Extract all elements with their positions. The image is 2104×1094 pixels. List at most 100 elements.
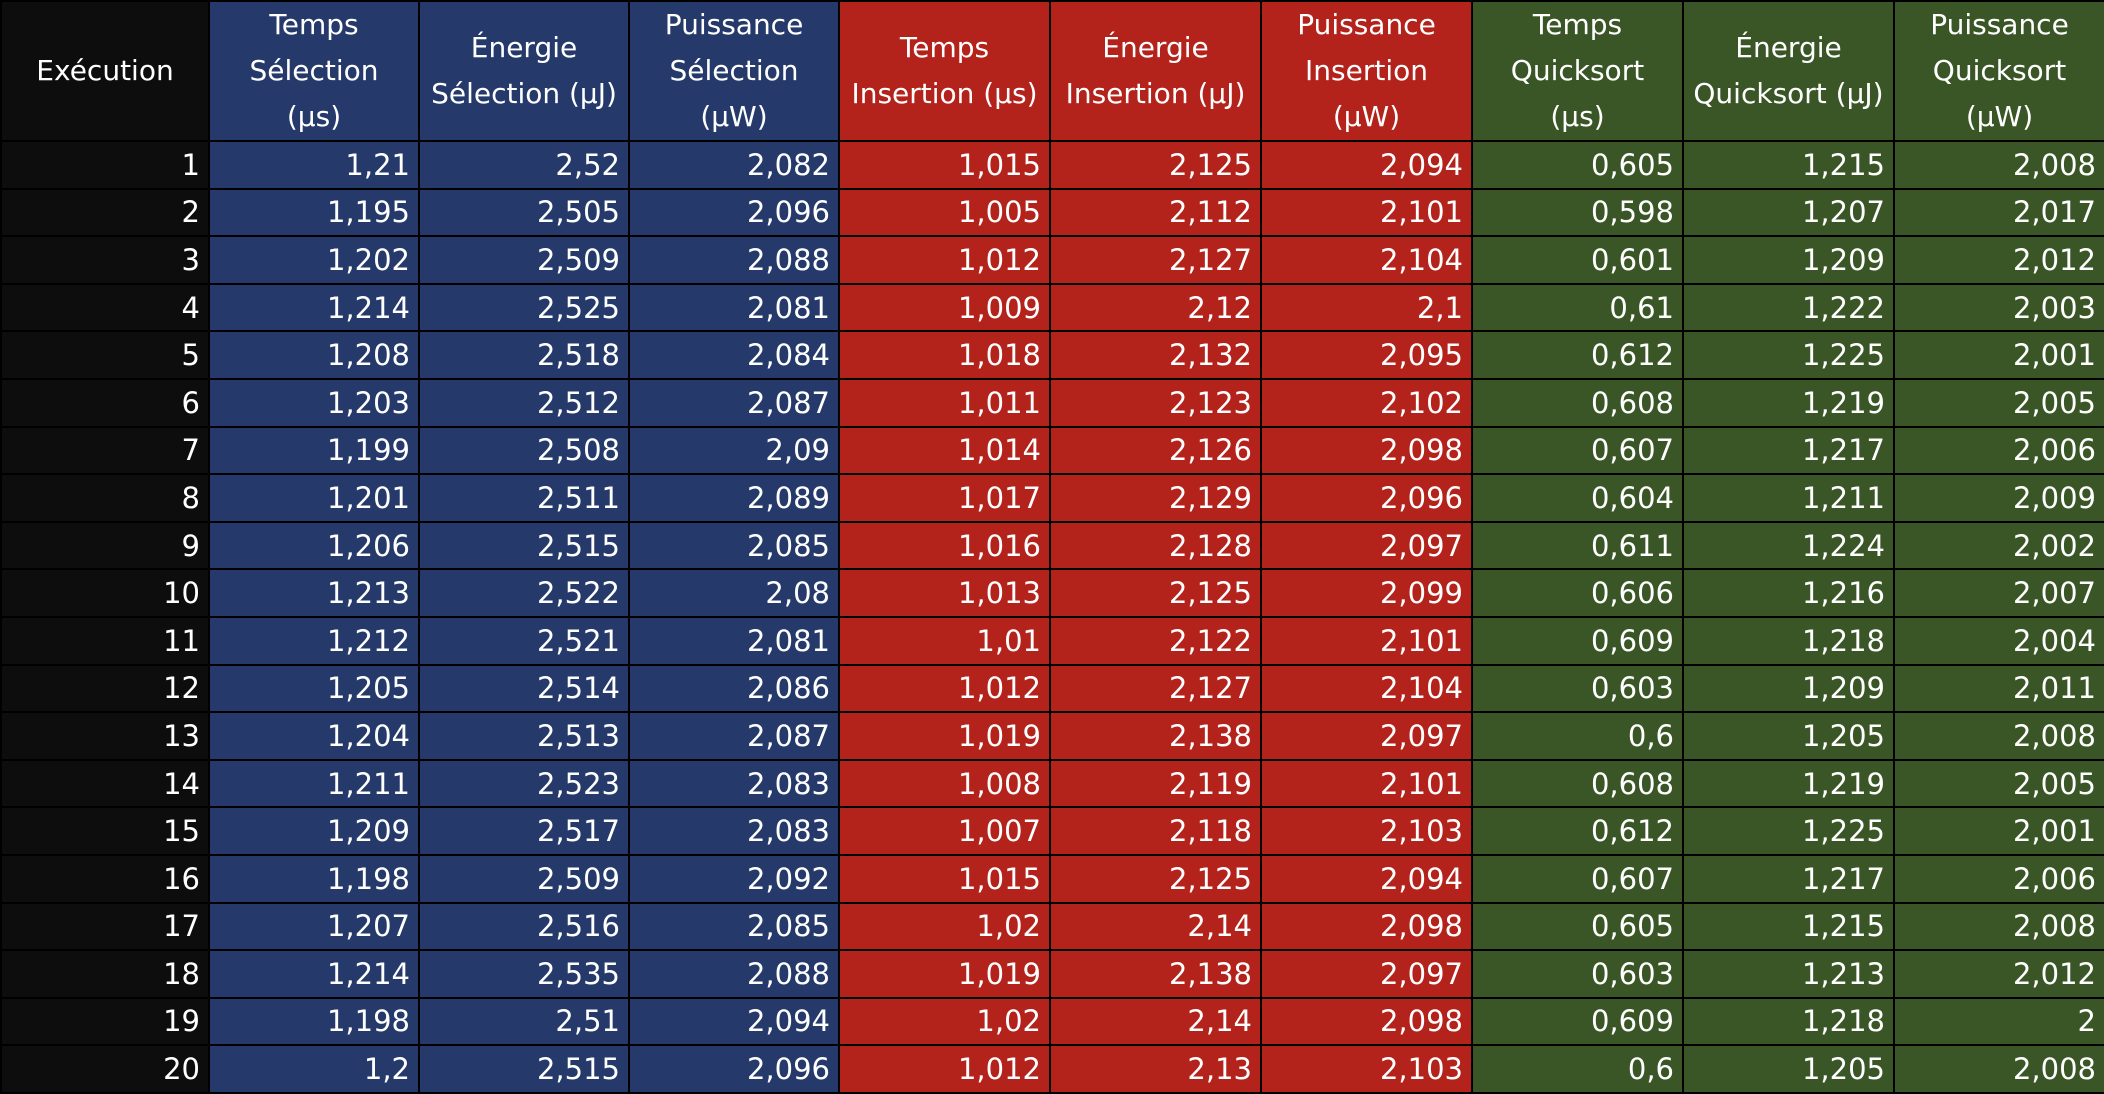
cell-execution: 14 (0, 758, 210, 809)
cell-execution: 1 (0, 140, 210, 190)
cell-selection-energy: 2,514 (418, 663, 630, 714)
cell-selection-time: 1,207 (208, 901, 420, 952)
cell-quicksort-power: 2,009 (1893, 473, 2104, 523)
cell-quicksort-energy: 1,217 (1682, 425, 1895, 476)
cell-quicksort-time: 0,607 (1471, 853, 1684, 904)
cell-selection-energy: 2,52 (418, 140, 630, 190)
cell-selection-time: 1,206 (208, 520, 420, 571)
table-row: 4 1,214 2,525 2,081 1,009 2,12 2,1 0,61 1,222 2,0… (0, 282, 2104, 333)
cell-insertion-energy: 2,138 (1049, 711, 1262, 761)
table-row: 11 1,212 2,521 2,081 1,01 2,122 2,101 0,609 1,21… (0, 615, 2104, 666)
header-line: (µW) (1332, 100, 1401, 133)
cell-selection-time: 1,213 (208, 568, 420, 618)
cell-selection-power: 2,082 (628, 140, 840, 190)
cell-execution: 8 (0, 473, 210, 523)
cell-selection-power: 2,094 (628, 996, 840, 1047)
cell-insertion-energy: 2,14 (1049, 996, 1262, 1047)
cell-quicksort-power: 2,008 (1893, 901, 2104, 952)
header-selection-power: Puissance Sélection (µW) (628, 0, 840, 142)
cell-quicksort-energy: 1,215 (1682, 140, 1895, 190)
cell-execution: 3 (0, 235, 210, 285)
cell-insertion-time: 1,01 (838, 615, 1051, 666)
cell-insertion-power: 2,094 (1260, 140, 1473, 190)
cell-insertion-energy: 2,138 (1049, 949, 1262, 999)
table-row: 5 1,208 2,518 2,084 1,018 2,132 2,095 0,612 1,22… (0, 330, 2104, 380)
header-selection-time: Temps Sélection (µs) (208, 0, 420, 142)
cell-selection-time: 1,198 (208, 853, 420, 904)
cell-quicksort-energy: 1,205 (1682, 711, 1895, 761)
cell-selection-time: 1,195 (208, 187, 420, 238)
cell-selection-time: 1,201 (208, 473, 420, 523)
header-line: Énergie (470, 31, 578, 64)
cell-insertion-power: 2,101 (1260, 615, 1473, 666)
cell-selection-power: 2,087 (628, 377, 840, 428)
cell-quicksort-time: 0,603 (1471, 663, 1684, 714)
header-line: Insertion (µJ) (1065, 77, 1246, 110)
header-line: Temps (1532, 8, 1623, 41)
table-row: 8 1,201 2,511 2,089 1,017 2,129 2,096 0,604 1,21… (0, 473, 2104, 523)
cell-insertion-energy: 2,128 (1049, 520, 1262, 571)
cell-selection-energy: 2,508 (418, 425, 630, 476)
cell-insertion-energy: 2,118 (1049, 806, 1262, 856)
cell-quicksort-power: 2,006 (1893, 425, 2104, 476)
header-line: Quicksort (µJ) (1693, 77, 1884, 110)
cell-selection-power: 2,083 (628, 806, 840, 856)
cell-selection-power: 2,089 (628, 473, 840, 523)
cell-selection-energy: 2,511 (418, 473, 630, 523)
cell-selection-time: 1,205 (208, 663, 420, 714)
cell-selection-time: 1,208 (208, 330, 420, 380)
header-insertion-energy: Énergie Insertion (µJ) (1049, 0, 1262, 142)
cell-quicksort-time: 0,6 (1471, 1044, 1684, 1094)
cell-insertion-energy: 2,119 (1049, 758, 1262, 809)
cell-selection-time: 1,211 (208, 758, 420, 809)
header-line: Sélection (µJ) (431, 77, 617, 110)
cell-selection-power: 2,08 (628, 568, 840, 618)
cell-execution: 18 (0, 949, 210, 999)
cell-selection-power: 2,081 (628, 615, 840, 666)
cell-selection-time: 1,202 (208, 235, 420, 285)
cell-insertion-time: 1,013 (838, 568, 1051, 618)
cell-insertion-time: 1,02 (838, 996, 1051, 1047)
cell-insertion-power: 2,101 (1260, 187, 1473, 238)
cell-insertion-power: 2,102 (1260, 377, 1473, 428)
cell-selection-power: 2,096 (628, 187, 840, 238)
cell-insertion-power: 2,098 (1260, 425, 1473, 476)
cell-execution: 7 (0, 425, 210, 476)
cell-insertion-energy: 2,129 (1049, 473, 1262, 523)
cell-insertion-time: 1,012 (838, 235, 1051, 285)
cell-insertion-time: 1,015 (838, 140, 1051, 190)
cell-execution: 11 (0, 615, 210, 666)
cell-quicksort-energy: 1,215 (1682, 901, 1895, 952)
cell-execution: 12 (0, 663, 210, 714)
cell-selection-energy: 2,525 (418, 282, 630, 333)
cell-quicksort-energy: 1,211 (1682, 473, 1895, 523)
cell-quicksort-energy: 1,218 (1682, 615, 1895, 666)
cell-selection-power: 2,087 (628, 711, 840, 761)
cell-insertion-energy: 2,12 (1049, 282, 1262, 333)
cell-quicksort-energy: 1,218 (1682, 996, 1895, 1047)
table-row: 14 1,211 2,523 2,083 1,008 2,119 2,101 0,608 1,2… (0, 758, 2104, 809)
cell-insertion-time: 1,015 (838, 853, 1051, 904)
cell-quicksort-power: 2 (1893, 996, 2104, 1047)
header-line: Énergie (1102, 31, 1209, 64)
cell-insertion-power: 2,095 (1260, 330, 1473, 380)
cell-quicksort-power: 2,006 (1893, 853, 2104, 904)
cell-quicksort-time: 0,607 (1471, 425, 1684, 476)
cell-insertion-power: 2,101 (1260, 758, 1473, 809)
cell-execution: 9 (0, 520, 210, 571)
header-selection-energy: Énergie Sélection (µJ) (418, 0, 630, 142)
cell-selection-energy: 2,523 (418, 758, 630, 809)
cell-selection-time: 1,203 (208, 377, 420, 428)
cell-insertion-power: 2,104 (1260, 235, 1473, 285)
cell-selection-power: 2,083 (628, 758, 840, 809)
cell-insertion-time: 1,007 (838, 806, 1051, 856)
cell-quicksort-energy: 1,217 (1682, 853, 1895, 904)
cell-insertion-energy: 2,14 (1049, 901, 1262, 952)
cell-quicksort-time: 0,609 (1471, 996, 1684, 1047)
cell-selection-energy: 2,515 (418, 520, 630, 571)
cell-selection-energy: 2,535 (418, 949, 630, 999)
cell-insertion-time: 1,005 (838, 187, 1051, 238)
cell-selection-power: 2,085 (628, 520, 840, 571)
cell-quicksort-time: 0,608 (1471, 377, 1684, 428)
cell-insertion-energy: 2,126 (1049, 425, 1262, 476)
